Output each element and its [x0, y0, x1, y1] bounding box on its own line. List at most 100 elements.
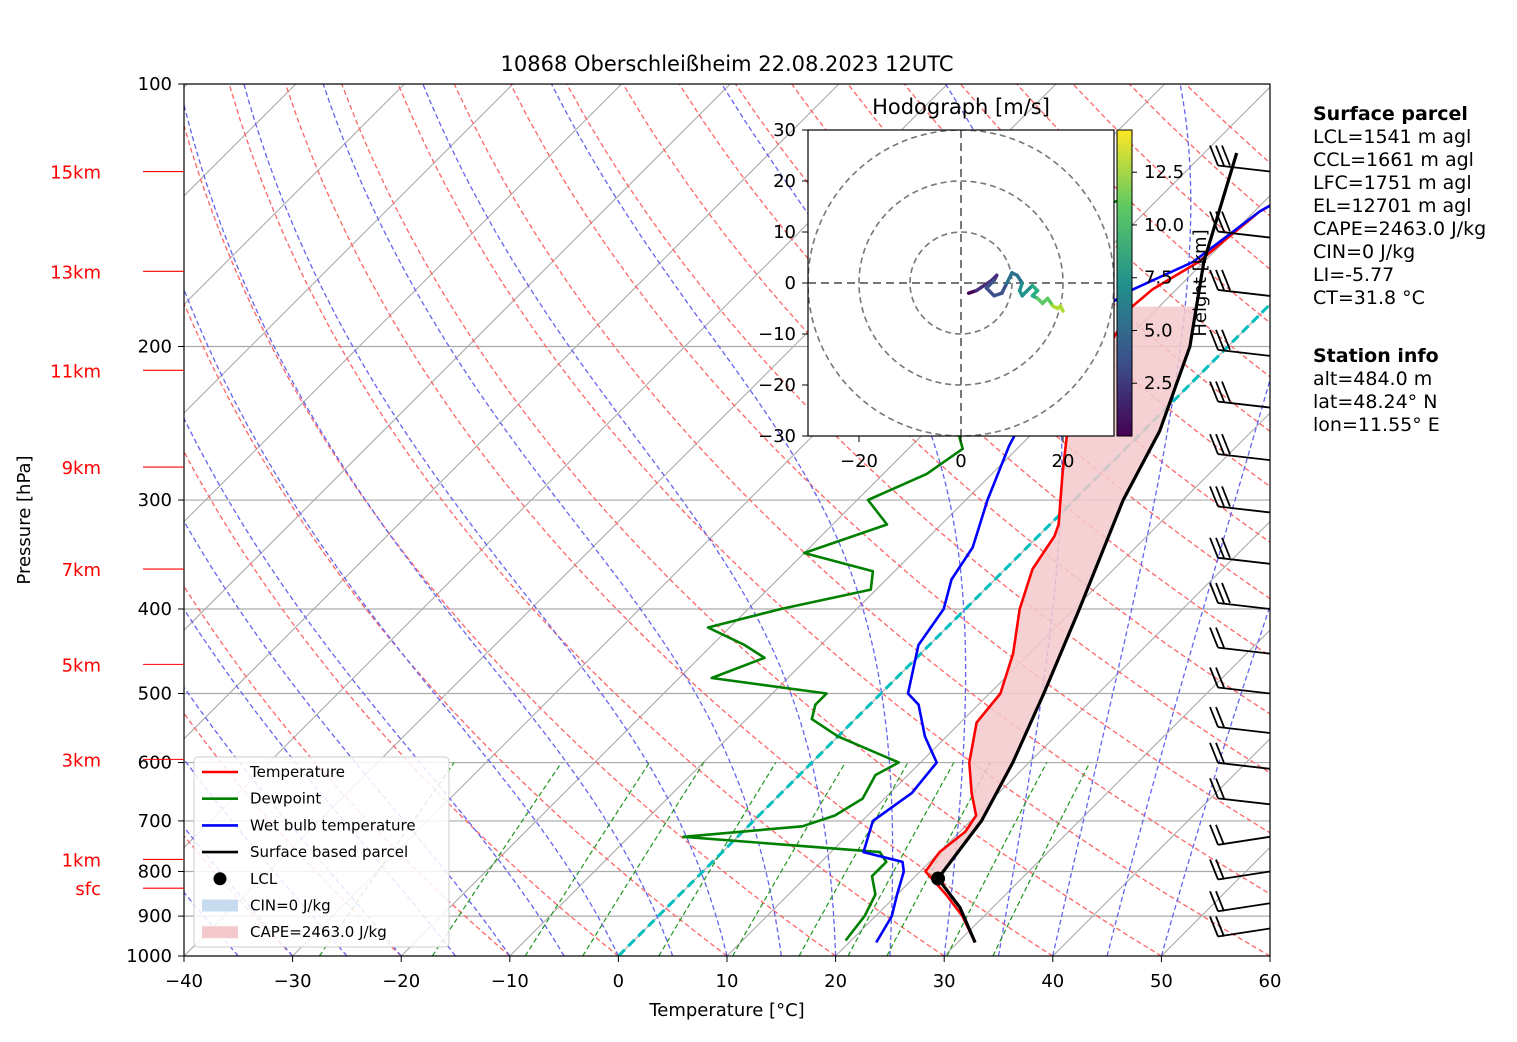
wind-barb	[1209, 582, 1270, 610]
surface-parcel-info: Surface parcel LCL=1541 m agl CCL=1661 m…	[1313, 103, 1486, 310]
moist-adiabat	[184, 891, 239, 956]
dry-adiabat	[184, 301, 728, 956]
moist-adiabat	[184, 287, 619, 956]
colorbar-tick-label: 10.0	[1144, 215, 1184, 236]
y-tick-label: 1000	[126, 946, 172, 967]
station-info-heading: Station info	[1313, 345, 1439, 367]
hodograph-trace	[984, 278, 996, 290]
moist-adiabat	[184, 520, 511, 956]
hodograph-ring	[909, 231, 1013, 335]
wind-barb	[1209, 742, 1270, 770]
wind-barb	[1209, 433, 1270, 462]
hodograph-y-tick-label: −30	[758, 426, 796, 447]
hodograph-y-tick-label: 0	[785, 273, 796, 294]
isotherm-line	[184, 84, 840, 740]
el-value: EL=12701 m agl	[1313, 195, 1472, 217]
wind-barb	[1209, 211, 1270, 239]
height-label: 9km	[62, 458, 101, 479]
x-tick-label: −20	[382, 971, 420, 992]
y-tick-label: 400	[138, 599, 172, 620]
moist-adiabat	[184, 416, 565, 956]
height-label: sfc	[75, 879, 101, 900]
colorbar-tick-label: 2.5	[1144, 373, 1173, 394]
hodograph-trace	[984, 286, 996, 298]
hodograph-trace	[1058, 304, 1065, 313]
colorbar-tick-label: 12.5	[1144, 162, 1184, 183]
wind-barb	[1209, 381, 1270, 409]
legend-label: CAPE=2463.0 J/kg	[250, 923, 387, 941]
wind-barb	[1209, 859, 1270, 881]
temperature-line	[924, 204, 1270, 944]
legend-box	[193, 756, 450, 948]
mixing-ratio-line	[992, 762, 1091, 956]
hodograph-y-tick-label: 10	[773, 222, 796, 243]
x-tick-label: 50	[1150, 971, 1173, 992]
x-tick-label: 40	[1041, 971, 1064, 992]
y-tick-label: 900	[138, 906, 172, 927]
x-tick-label: −40	[165, 971, 203, 992]
isotherm-line	[0, 84, 79, 956]
isotherm-line	[726, 412, 1270, 956]
li-value: LI=-5.77	[1313, 264, 1395, 286]
cape-area	[925, 306, 1197, 874]
legend-label: Temperature	[249, 763, 345, 781]
hodograph-plot	[808, 130, 1114, 436]
y-tick-label: 200	[138, 336, 172, 357]
height-label: 1km	[62, 850, 101, 871]
moist-adiabat	[322, 84, 782, 956]
wind-barb	[1209, 486, 1270, 514]
dry-adiabat	[228, 84, 945, 956]
x-tick-label: 10	[716, 971, 739, 992]
height-label: 3km	[62, 750, 101, 771]
hodograph-trace	[1005, 271, 1014, 285]
legend-label: LCL	[250, 870, 278, 888]
axes: −40 −30 −20 −10 0 10 20 30 40 50 60100200300400500…	[14, 74, 1281, 1021]
legend-label: Dewpoint	[250, 790, 321, 808]
wind-barb	[1209, 627, 1270, 655]
wind-barb	[1209, 778, 1270, 806]
y-tick-label: 800	[138, 861, 172, 882]
height-label: 11km	[50, 361, 101, 382]
mixing-ratio-line	[798, 762, 909, 956]
mixing-ratio-line	[524, 762, 650, 956]
dry-adiabat	[184, 450, 619, 956]
station-longitude: lon=11.55° E	[1313, 414, 1440, 436]
isotherm-line	[184, 84, 731, 631]
hodograph-trace	[1000, 281, 1009, 295]
moist-adiabat	[1160, 604, 1270, 956]
moist-adiabat	[1052, 84, 1192, 956]
surface-parcel-heading: Surface parcel	[1313, 103, 1468, 125]
isotherm-line	[184, 84, 622, 523]
x-tick-label: 60	[1259, 971, 1282, 992]
legend: Temperature Dewpoint Wet bulb temperature S…	[193, 756, 450, 948]
legend-swatch	[202, 926, 238, 939]
y-tick-label: 700	[138, 811, 172, 832]
y-axis-label: Pressure [hPa]	[14, 455, 35, 584]
ccl-value: CCL=1661 m agl	[1313, 149, 1474, 171]
cape-value: CAPE=2463.0 J/kg	[1313, 218, 1487, 240]
dry-adiabat	[847, 84, 1270, 488]
legend-label: Surface based parcel	[250, 843, 408, 861]
lfc-value: LFC=1751 m agl	[1313, 172, 1472, 194]
y-tick-label: 100	[138, 74, 172, 95]
x-tick-label: −10	[491, 971, 529, 992]
cin-value: CIN=0 J/kg	[1313, 241, 1416, 263]
moist-adiabat	[550, 84, 894, 956]
height-label: 15km	[50, 163, 101, 184]
station-info: Station info alt=484.0 m lat=48.24° N lo…	[1313, 345, 1440, 437]
mixing-ratio-line	[847, 762, 955, 956]
dry-adiabat	[341, 84, 1162, 956]
height-label: 7km	[62, 560, 101, 581]
station-altitude: alt=484.0 m	[1313, 368, 1433, 390]
hodograph-y-tick-label: −10	[758, 324, 796, 345]
hodograph-y-tick-label: −20	[758, 375, 796, 396]
colorbar-tick-label: 5.0	[1144, 320, 1173, 341]
wind-barb	[1209, 916, 1270, 938]
y-tick-label: 600	[138, 753, 172, 774]
mixing-ratio-line	[658, 762, 777, 956]
lcl-value: LCL=1541 m agl	[1313, 126, 1472, 148]
moist-adiabat	[243, 84, 728, 956]
y-tick-label: 500	[138, 684, 172, 705]
wind-barb	[1209, 145, 1270, 173]
